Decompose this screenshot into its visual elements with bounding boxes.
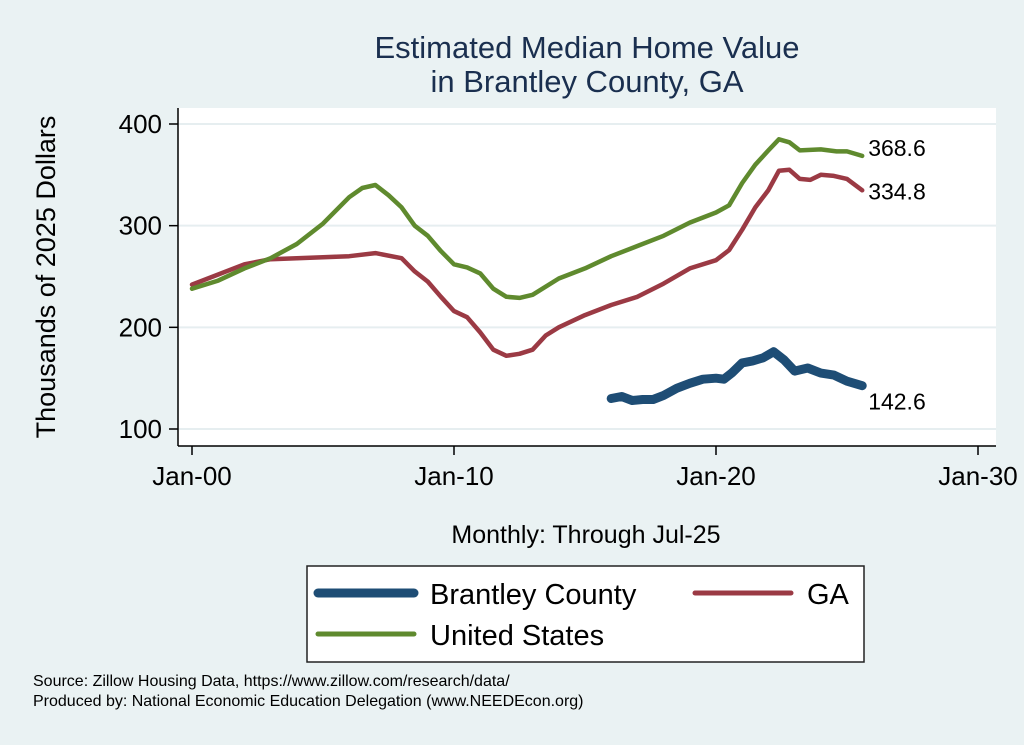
legend-item-united-states-label: United States: [430, 620, 604, 652]
chart-title-line-1: Estimated Median Home Value: [374, 30, 799, 65]
source-note: Source: Zillow Housing Data, https://www…: [33, 673, 510, 690]
y-tick-label: 100: [119, 414, 162, 444]
producer-note: Produced by: National Economic Education…: [33, 693, 584, 710]
x-tick-label: Jan-30: [938, 461, 1018, 491]
x-axis-title: Monthly: Through Jul-25: [451, 521, 720, 549]
x-tick-label: Jan-20: [676, 461, 756, 491]
legend-item-brantley-county-label: Brantley County: [430, 579, 637, 611]
end-label-ga: 334.8: [868, 178, 926, 204]
end-label-brantley-county: 142.6: [868, 389, 926, 415]
series-line-ga: [189, 167, 865, 359]
x-tick-label: Jan-10: [414, 461, 494, 491]
series-line-brantley-county: [606, 347, 867, 405]
legend: Brantley County GA United States: [306, 565, 865, 663]
plot-area: [178, 108, 996, 446]
legend-item-ga-label: GA: [807, 579, 850, 611]
y-tick-label: 300: [119, 211, 162, 241]
y-tick-label: 200: [119, 312, 162, 342]
end-label-united-states: 368.6: [868, 135, 926, 161]
legend-box: [306, 565, 865, 663]
y-axis-title: Thousands of 2025 Dollars: [31, 116, 61, 439]
chart-title-line-2: in Brantley County, GA: [430, 64, 743, 99]
y-tick-label: 400: [119, 109, 162, 139]
series-line-united-states: [189, 137, 865, 301]
x-tick-label: Jan-00: [152, 461, 232, 491]
